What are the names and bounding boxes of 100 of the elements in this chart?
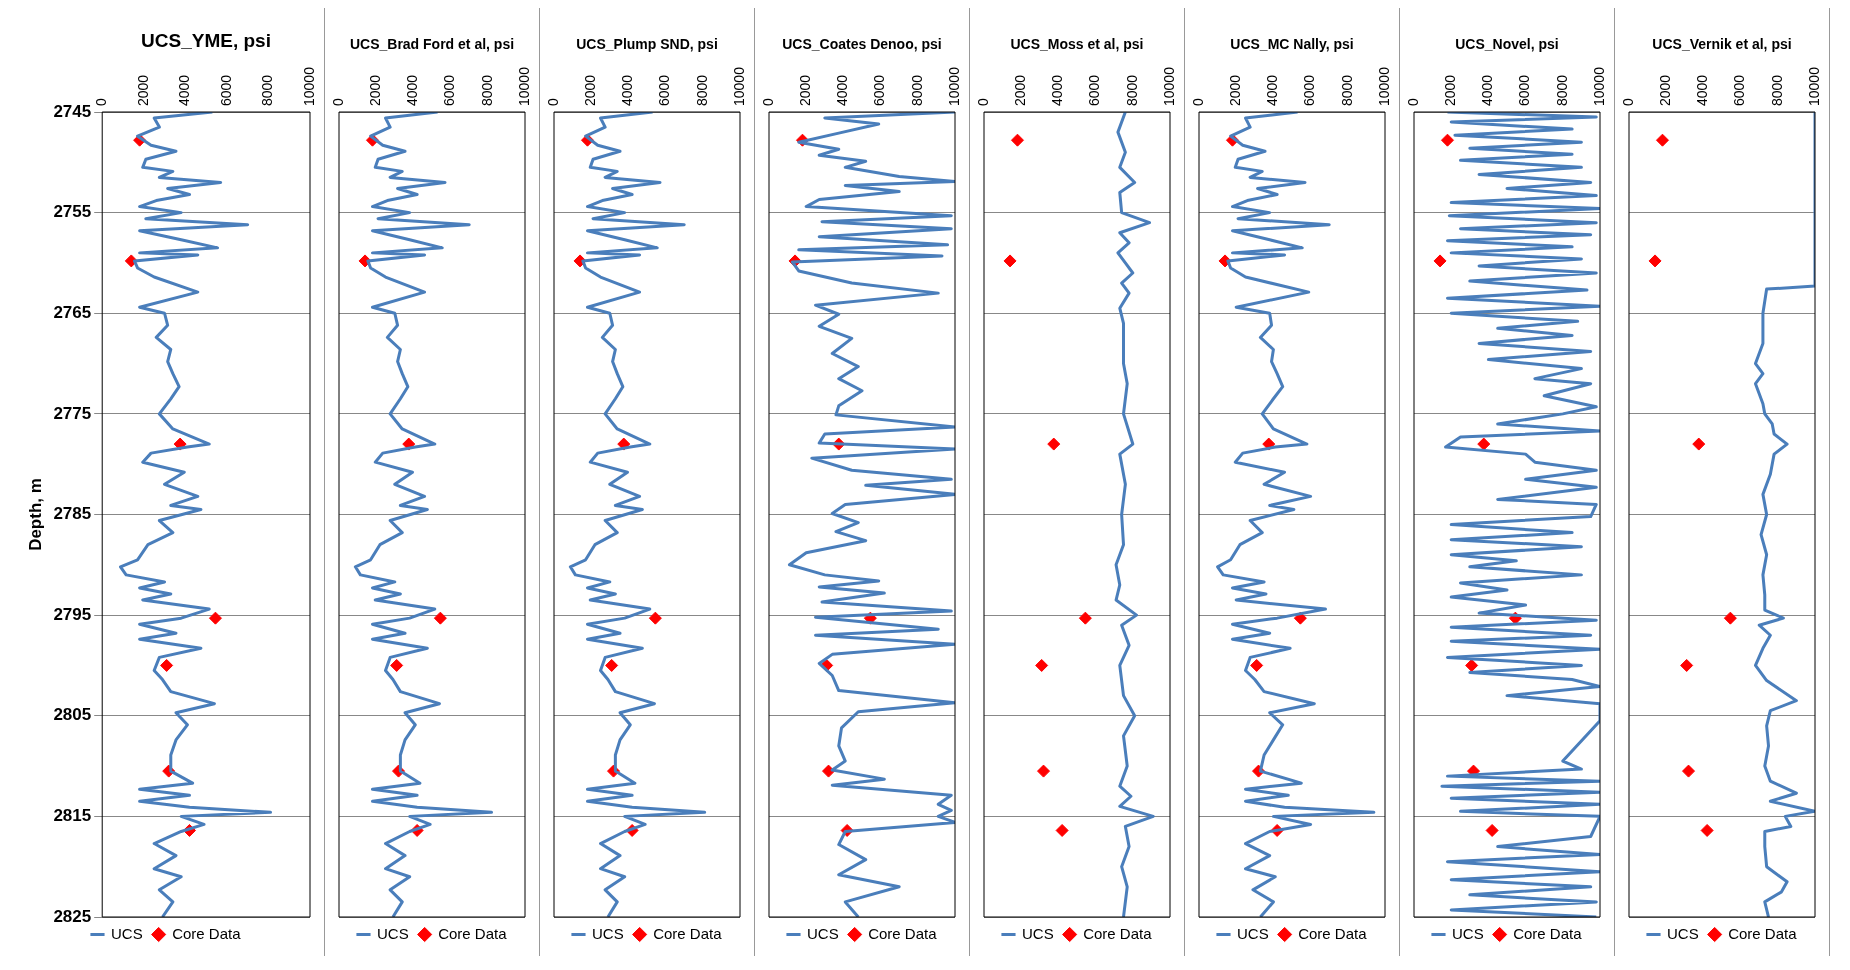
x-tick-label: 0 [974,98,991,106]
x-tick-label: 8000 [693,74,710,106]
x-tick-label: 10000 [300,66,317,106]
x-tick-label: 10000 [945,66,962,106]
point [1035,658,1049,672]
point [605,658,619,672]
point [1047,437,1061,451]
x-tick-label: 8000 [1123,74,1140,106]
x-tick-label: 10000 [1375,66,1392,106]
legend-label: Core Data [172,924,242,942]
y-tick-label: 2825 [53,906,92,926]
point [822,764,836,778]
y-axis-title: Depth, m [25,478,45,551]
y-tick-label: 2805 [53,705,92,725]
x-tick-label: 6000 [441,74,458,106]
x-tick-label: 10000 [1160,66,1177,106]
legend-label: UCS [110,924,143,942]
x-tick-label: 2000 [134,74,151,106]
point [1078,611,1092,625]
x-tick-label: 6000 [1731,74,1748,106]
x-tick-label: 4000 [1049,74,1066,106]
x-tick-label: 4000 [176,74,193,106]
x-tick-label: 0 [1189,98,1206,106]
x-tick-label: 8000 [1768,74,1785,106]
point [1010,133,1024,147]
point [1682,764,1696,778]
legend-label: Core Data [438,924,508,942]
chart-title: UCS_Brad Ford et al, psi [349,36,515,52]
point [1680,658,1694,672]
legend-label: UCS [1666,924,1699,942]
x-tick-label: 10000 [515,66,532,106]
point [1465,658,1479,672]
point [1648,254,1662,268]
x-tick-label: 8000 [1553,74,1570,106]
point [390,658,404,672]
x-tick-label: 0 [1619,98,1636,106]
x-tick-label: 8000 [259,74,276,106]
x-tick-label: 2000 [797,74,814,106]
x-tick-label: 4000 [834,74,851,106]
point [433,611,447,625]
y-tick-label: 2775 [53,403,92,423]
x-tick-label: 2000 [1657,74,1674,106]
x-tick-label: 8000 [478,74,495,106]
legend-label: Core Data [1728,924,1798,942]
point [1440,133,1454,147]
x-tick-label: 2000 [1227,74,1244,106]
x-tick-label: 6000 [871,74,888,106]
y-tick-label: 2795 [53,604,92,624]
legend-label: UCS [1236,924,1269,942]
y-tick-label: 2815 [53,806,92,826]
legend-label: UCS [1021,924,1054,942]
point [1055,823,1069,837]
point [1433,254,1447,268]
x-tick-label: 6000 [1086,74,1103,106]
x-tick-label: 4000 [1264,74,1281,106]
x-tick-label: 2000 [1442,74,1459,106]
chart-title: UCS_Novel, psi [1455,36,1559,52]
point [1003,254,1017,268]
chart-title: UCS_Vernik et al, psi [1652,36,1792,52]
x-tick-label: 6000 [1301,74,1318,106]
x-tick-label: 2000 [582,74,599,106]
x-tick-label: 4000 [1694,74,1711,106]
x-tick-label: 10000 [730,66,747,106]
x-tick-label: 4000 [404,74,421,106]
y-tick-label: 2745 [53,101,92,121]
chart-title: UCS_YME, psi [141,30,271,52]
x-tick-label: 2000 [367,74,384,106]
chart-title: UCS_Moss et al, psi [1010,36,1144,52]
x-tick-label: 0 [759,98,776,106]
x-tick-label: 2000 [1012,74,1029,106]
legend-label: Core Data [1513,924,1583,942]
x-tick-label: 4000 [1479,74,1496,106]
point [1723,611,1737,625]
x-tick-label: 0 [93,98,110,106]
x-tick-label: 10000 [1590,66,1607,106]
y-tick-label: 2755 [53,202,92,222]
x-tick-label: 4000 [619,74,636,106]
x-tick-label: 8000 [908,74,925,106]
point [1700,823,1714,837]
y-tick-label: 2785 [53,504,92,524]
legend-label: UCS [1451,924,1484,942]
y-tick-label: 2765 [53,302,92,322]
chart-title: UCS_MC Nally, psi [1230,36,1354,52]
point [208,611,222,625]
point [1037,764,1051,778]
x-tick-label: 10000 [1805,66,1822,106]
x-tick-label: 0 [329,98,346,106]
x-tick-label: 6000 [1516,74,1533,106]
legend-label: UCS [806,924,839,942]
legend-label: Core Data [868,924,938,942]
point [1477,437,1491,451]
point [1655,133,1669,147]
legend-label: Core Data [653,924,723,942]
chart-title: UCS_Coates Denoo, psi [782,36,942,52]
x-tick-label: 6000 [656,74,673,106]
chart-title: UCS_Plump SND, psi [576,36,718,52]
x-tick-label: 0 [544,98,561,106]
legend-label: UCS [376,924,409,942]
x-tick-label: 0 [1404,98,1421,106]
point [1692,437,1706,451]
